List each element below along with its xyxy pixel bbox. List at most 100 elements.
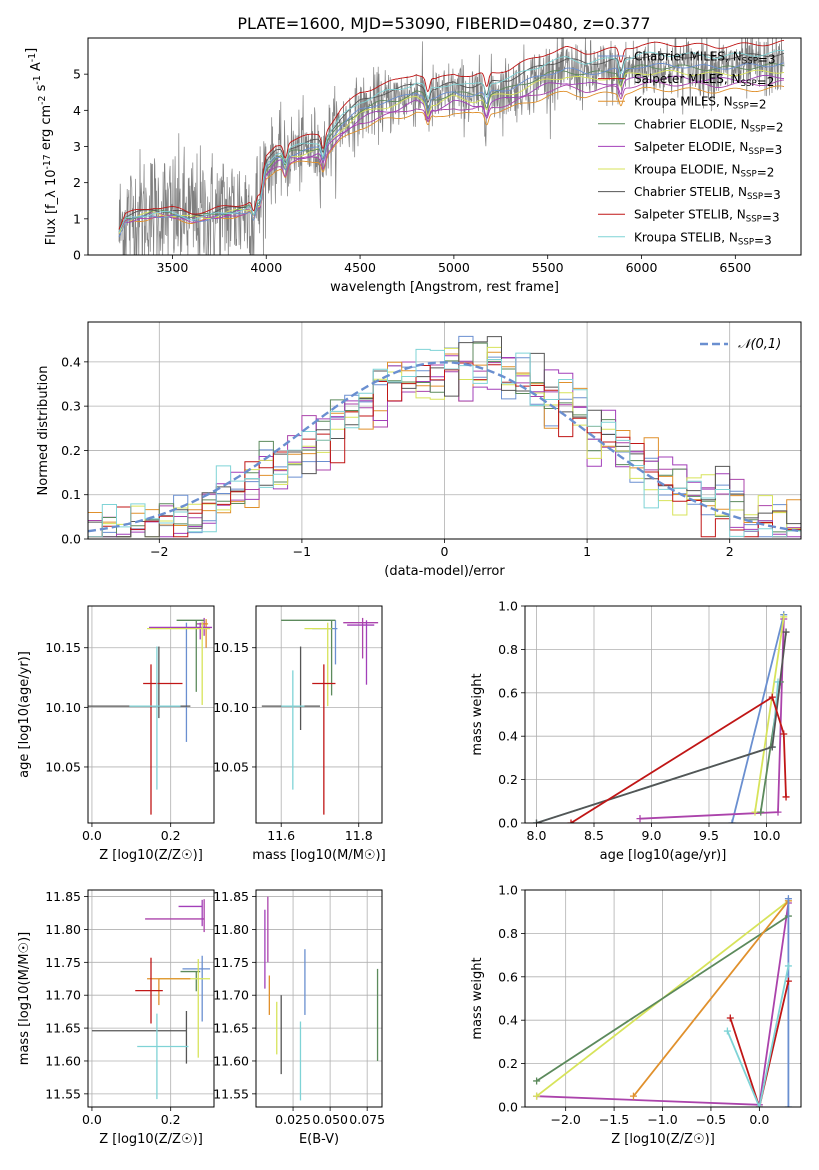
axes-frame xyxy=(524,605,802,824)
y-tick-label: 0.2 xyxy=(498,1056,518,1071)
x-tick-label: 6000 xyxy=(626,260,658,275)
y-tick-label: 11.55 xyxy=(213,1086,249,1101)
axes-frame xyxy=(87,605,215,824)
y-tick-label: 0.8 xyxy=(498,642,518,657)
legend-entry: Salpeter MILES, NSSP=2 xyxy=(634,72,774,89)
x-tick-label: 5500 xyxy=(532,260,564,275)
weight-marker xyxy=(782,793,790,801)
panels: 3500 4000 4500 5000 5500 6000 6500 0 1 2 3 4 5 wavele… xyxy=(17,37,802,1147)
y-axis-label: Flux [f_λ 10-17 erg cm-2 s-1 A-1] xyxy=(24,48,59,245)
y-tick-label: 10.10 xyxy=(45,700,81,715)
model-spectrum-1 xyxy=(118,79,784,234)
y-axis-label: mass [log10(M/M☉)] xyxy=(17,932,32,1065)
label-part: wavelength [Angstrom, rest frame] xyxy=(330,280,559,295)
label-part: -2 xyxy=(37,95,48,104)
weight-marker xyxy=(533,1092,541,1100)
y-tick-label: 10.15 xyxy=(213,640,249,655)
label-part: SSP xyxy=(750,124,766,134)
y-tick-label: 11.60 xyxy=(213,1053,249,1068)
weight-marker xyxy=(784,962,792,970)
panel-mass-vs-Z: 0.0 0.2 11.55 11.60 11.65 11.70 11.75 11.80 11.8… xyxy=(17,889,215,1147)
x-tick-label: 0.025 xyxy=(275,1112,311,1127)
legend-entry: Salpeter STELIB, NSSP=3 xyxy=(634,208,780,225)
panel-age-vs-mass: 11.6 11.8 10.05 10.10 10.15 mass [log10(M/M☉)… xyxy=(213,605,386,863)
y-tick-label: 11.75 xyxy=(213,955,249,970)
axes-frame xyxy=(87,321,802,540)
legend-entry: Chabrier STELIB, NSSP=3 xyxy=(634,185,781,202)
weight-marker xyxy=(780,613,788,621)
y-tick-label: 0.4 xyxy=(61,354,81,369)
panel-weight-vs-Z: −2.0 −1.5 −1.0 −0.5 0.0 0.0 0.2 0.4 0.6 0.8 1.0 Z [… xyxy=(470,883,802,1147)
weight-marker xyxy=(567,819,575,823)
label-part: Normed distribution xyxy=(36,366,51,496)
weight-marker xyxy=(636,815,644,823)
x-axis-label: Z [log10(Z/Z☉)] xyxy=(99,848,203,863)
y-tick-label: 11.80 xyxy=(45,922,81,937)
label-part: Z [log10(Z/Z☉)] xyxy=(611,1132,715,1147)
legend-entry: Kroupa STELIB, NSSP=3 xyxy=(634,230,772,247)
x-tick-label: 0.2 xyxy=(161,828,181,843)
label-part: SSP xyxy=(741,79,757,89)
label-part: =3 xyxy=(758,53,776,67)
y-tick-label: 0.6 xyxy=(498,969,518,984)
residual-histogram-8 xyxy=(88,348,801,538)
label-part: mass weight xyxy=(470,957,485,1039)
plot-area xyxy=(118,38,785,255)
x-axis-label: wavelength [Angstrom, rest frame] xyxy=(330,280,559,295)
weight-line-1 xyxy=(639,618,785,820)
label-part: Kroupa STELIB, N xyxy=(634,230,738,244)
label-part: =2 xyxy=(757,75,775,89)
y-tick-label: 11.70 xyxy=(213,988,249,1003)
x-tick-label: 8.5 xyxy=(584,828,604,843)
y-tick-label: 2 xyxy=(73,175,81,190)
axes-frame xyxy=(87,889,215,1108)
y-tick-label: 11.70 xyxy=(45,988,81,1003)
label-part: =2 xyxy=(749,98,767,112)
model-spectrum-2 xyxy=(118,85,785,233)
y-tick-label: 11.85 xyxy=(213,889,249,904)
x-tick-label: 0.2 xyxy=(161,1112,181,1127)
label-part: Kroupa ELODIE, N xyxy=(634,163,741,177)
y-tick-label: 11.65 xyxy=(213,1021,249,1036)
y-axis-label: Normed distribution xyxy=(36,366,51,496)
residual-histogram-7 xyxy=(88,362,801,538)
y-tick-label: 4 xyxy=(73,103,81,118)
x-axis-label: age [log10(age/yr)] xyxy=(600,848,727,863)
x-tick-label: 1 xyxy=(583,544,591,559)
y-tick-label: 0.4 xyxy=(498,1013,518,1028)
x-tick-label: 9.5 xyxy=(699,828,719,843)
y-tick-label: 0.1 xyxy=(61,487,81,502)
label-part: Flux [f_λ 10 xyxy=(44,170,59,246)
weight-line-7 xyxy=(570,695,787,823)
label-part: s xyxy=(34,84,49,95)
y-tick-label: 0.4 xyxy=(498,729,518,744)
x-tick-label: 4000 xyxy=(250,260,282,275)
x-axis-label: E(B-V) xyxy=(299,1132,339,1147)
y-axis-label: mass weight xyxy=(470,957,485,1039)
x-tick-label: 6500 xyxy=(719,260,751,275)
plot-area xyxy=(533,895,792,1107)
model-spectrum-7 xyxy=(118,39,785,230)
y-tick-label: 11.75 xyxy=(45,955,81,970)
weight-line-5 xyxy=(754,616,785,813)
panel-age-vs-Z: 0.0 0.2 10.05 10.10 10.15 Z [log10(Z/Z☉)] age … xyxy=(17,605,215,863)
panel-residuals: −2 −1 0 1 2 0.0 0.1 0.2 0.3 0.4 (data-model)/error… xyxy=(36,321,802,579)
x-tick-label: 9.0 xyxy=(642,828,662,843)
weight-line-6 xyxy=(536,631,787,823)
y-tick-label: 11.65 xyxy=(45,1021,81,1036)
model-spectrum-0 xyxy=(118,62,785,238)
weight-line-8 xyxy=(536,681,779,823)
weight-marker xyxy=(533,819,540,823)
x-tick-label: 5000 xyxy=(438,260,470,275)
label-part: =3 xyxy=(765,143,783,157)
label-part: =3 xyxy=(763,188,781,202)
x-tick-label: 11.6 xyxy=(267,828,295,843)
plot-area xyxy=(261,617,379,815)
plot-area xyxy=(88,617,213,815)
label-part: age [log10(age/yr)] xyxy=(600,848,727,863)
x-tick-label: −0.5 xyxy=(696,1112,726,1127)
y-tick-label: 10.05 xyxy=(45,759,81,774)
label-part: -1 xyxy=(32,75,43,84)
normal-curve xyxy=(88,361,799,533)
